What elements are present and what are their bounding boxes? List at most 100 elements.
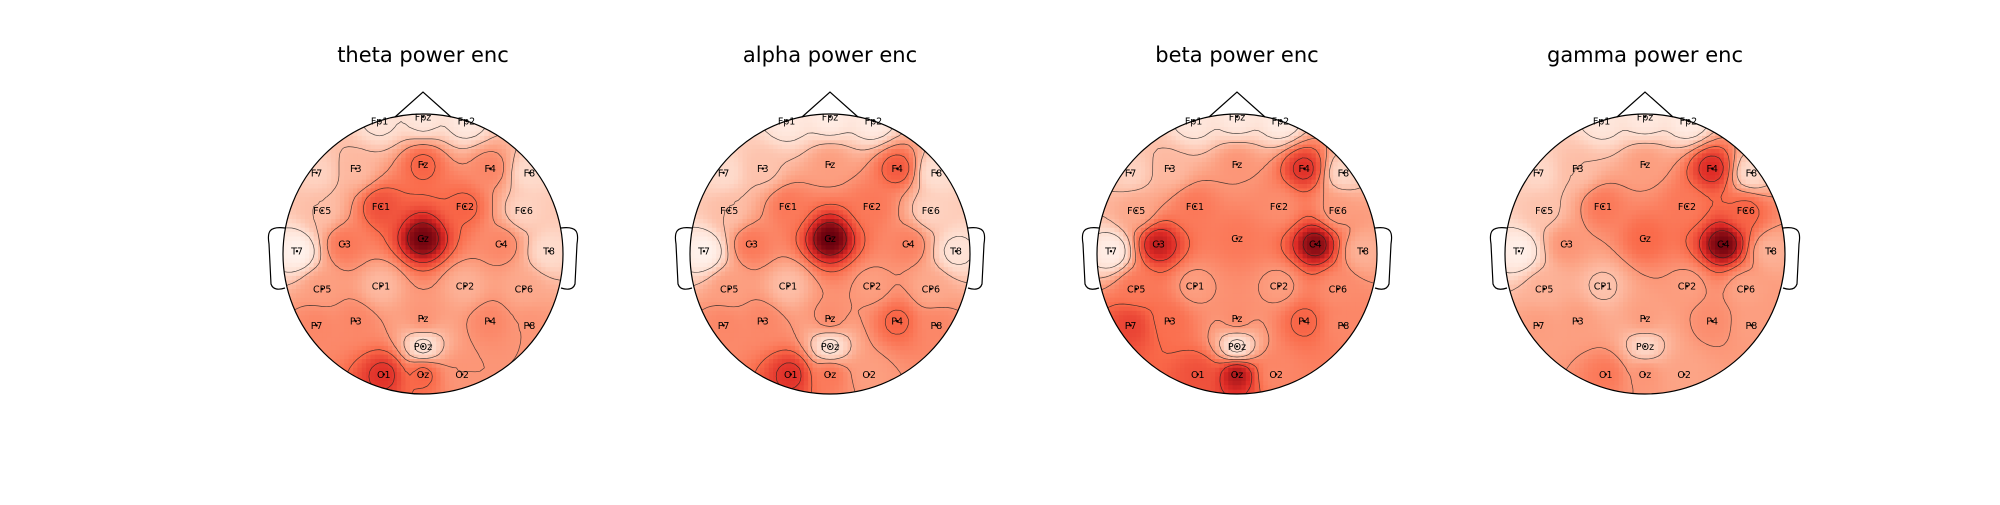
electrode-label-fz: Fz xyxy=(825,160,835,171)
electrode-label-f8: F8 xyxy=(931,168,943,179)
electrode-label-fc6: FC6 xyxy=(1329,206,1347,217)
electrode-label-cp5: CP5 xyxy=(313,285,331,296)
electrode-label-f7: F7 xyxy=(311,168,323,179)
electrode-label-p3: P3 xyxy=(1164,317,1176,328)
electrode-label-fp2: Fp2 xyxy=(865,117,883,128)
electrode-label-poz: POz xyxy=(1636,342,1654,353)
electrode-label-fpz: Fpz xyxy=(1229,112,1245,123)
electrode-label-fz: Fz xyxy=(418,160,428,171)
chart-title: gamma power enc xyxy=(1547,43,1743,67)
electrode-label-fp1: Fp1 xyxy=(1593,117,1611,128)
topomap-gamma-power-enc: gamma power enc Fp1 Fpz Fp2 F7 F3 Fz F4 F8 FC5 FC1… xyxy=(1490,43,1799,395)
electrode-label-p3: P3 xyxy=(350,317,362,328)
electrode-label-cp5: CP5 xyxy=(720,285,738,296)
electrode-label-fp2: Fp2 xyxy=(458,117,476,128)
electrode-label-p8: P8 xyxy=(1338,321,1350,332)
electrode-label-p8: P8 xyxy=(1746,321,1758,332)
electrode-label-p7: P7 xyxy=(718,321,730,332)
electrode-label-cp6: CP6 xyxy=(1329,285,1347,296)
chart-title: theta power enc xyxy=(337,43,509,67)
electrode-label-cp1: CP1 xyxy=(1186,282,1204,293)
electrode-label-fc2: FC2 xyxy=(456,202,474,213)
electrode-label-p4: P4 xyxy=(484,317,496,328)
electrode-label-f3: F3 xyxy=(757,164,769,175)
electrode-label-fp2: Fp2 xyxy=(1680,117,1698,128)
electrode-label-cz: Cz xyxy=(1231,234,1243,245)
electrode-label-fc5: FC5 xyxy=(1535,206,1553,217)
electrode-label-f7: F7 xyxy=(1125,168,1137,179)
electrode-label-f4: F4 xyxy=(484,164,496,175)
electrode-label-oz: Oz xyxy=(1231,370,1243,381)
electrode-label-o2: O2 xyxy=(1677,370,1691,381)
electrode-label-f4: F4 xyxy=(891,164,903,175)
electrode-label-o1: O1 xyxy=(1599,370,1613,381)
electrode-label-t8: T8 xyxy=(542,247,555,258)
electrode-label-c4: C4 xyxy=(1717,240,1730,251)
electrode-label-poz: POz xyxy=(414,342,432,353)
electrode-label-o1: O1 xyxy=(784,370,798,381)
electrode-label-c4: C4 xyxy=(495,240,508,251)
electrode-label-t7: T7 xyxy=(1104,247,1117,258)
electrode-label-fc1: FC1 xyxy=(372,202,390,213)
electrode-label-cp2: CP2 xyxy=(456,282,474,293)
electrode-label-cp6: CP6 xyxy=(922,285,940,296)
electrode-label-fc6: FC6 xyxy=(922,206,940,217)
electrode-label-oz: Oz xyxy=(417,370,429,381)
electrode-label-p4: P4 xyxy=(891,317,903,328)
electrode-label-pz: Pz xyxy=(418,314,429,325)
electrode-label-c4: C4 xyxy=(902,240,915,251)
electrode-label-p3: P3 xyxy=(757,317,769,328)
electrode-label-fpz: Fpz xyxy=(822,112,838,123)
chart-title: beta power enc xyxy=(1155,43,1318,67)
electrode-label-c3: C3 xyxy=(1560,240,1573,251)
electrode-label-f3: F3 xyxy=(350,164,362,175)
electrode-label-cp1: CP1 xyxy=(779,282,797,293)
electrode-label-fz: Fz xyxy=(1640,160,1650,171)
electrode-label-fc5: FC5 xyxy=(720,206,738,217)
electrode-label-fc5: FC5 xyxy=(1127,206,1145,217)
electrode-label-f4: F4 xyxy=(1298,164,1310,175)
electrode-label-f4: F4 xyxy=(1706,164,1718,175)
electrode-label-fc5: FC5 xyxy=(313,206,331,217)
chart-title: alpha power enc xyxy=(743,43,917,67)
electrode-label-f7: F7 xyxy=(718,168,730,179)
electrode-label-t8: T8 xyxy=(949,247,962,258)
electrode-label-fpz: Fpz xyxy=(1637,112,1653,123)
electrode-label-p7: P7 xyxy=(1125,321,1137,332)
electrode-label-o2: O2 xyxy=(455,370,469,381)
electrode-label-pz: Pz xyxy=(825,314,836,325)
electrode-label-c4: C4 xyxy=(1309,240,1322,251)
electrode-label-t8: T8 xyxy=(1356,247,1369,258)
electrode-label-fc2: FC2 xyxy=(863,202,881,213)
electrode-label-o2: O2 xyxy=(862,370,876,381)
electrode-label-pz: Pz xyxy=(1232,314,1243,325)
electrode-label-cz: Cz xyxy=(417,234,429,245)
electrode-label-fp1: Fp1 xyxy=(1185,117,1203,128)
electrode-label-p4: P4 xyxy=(1706,317,1718,328)
electrode-label-f3: F3 xyxy=(1572,164,1584,175)
electrode-label-cz: Cz xyxy=(1639,234,1651,245)
electrode-label-fc1: FC1 xyxy=(1594,202,1612,213)
electrode-label-p8: P8 xyxy=(931,321,943,332)
electrode-label-cp6: CP6 xyxy=(1737,285,1755,296)
electrode-label-c3: C3 xyxy=(1152,240,1165,251)
electrode-label-p7: P7 xyxy=(1533,321,1545,332)
electrode-label-f7: F7 xyxy=(1533,168,1545,179)
electrode-label-p8: P8 xyxy=(524,321,536,332)
electrode-label-cp5: CP5 xyxy=(1535,285,1553,296)
electrode-label-fc6: FC6 xyxy=(515,206,533,217)
electrode-label-fc6: FC6 xyxy=(1737,206,1755,217)
electrode-label-fc2: FC2 xyxy=(1678,202,1696,213)
electrode-label-f8: F8 xyxy=(524,168,536,179)
electrode-label-oz: Oz xyxy=(1639,370,1651,381)
electrode-label-cp2: CP2 xyxy=(1270,282,1288,293)
electrode-label-p4: P4 xyxy=(1298,317,1310,328)
electrode-label-t8: T8 xyxy=(1764,247,1777,258)
electrode-label-f8: F8 xyxy=(1746,168,1758,179)
electrode-label-pz: Pz xyxy=(1640,314,1651,325)
electrode-label-fp2: Fp2 xyxy=(1272,117,1290,128)
electrode-label-oz: Oz xyxy=(824,370,836,381)
